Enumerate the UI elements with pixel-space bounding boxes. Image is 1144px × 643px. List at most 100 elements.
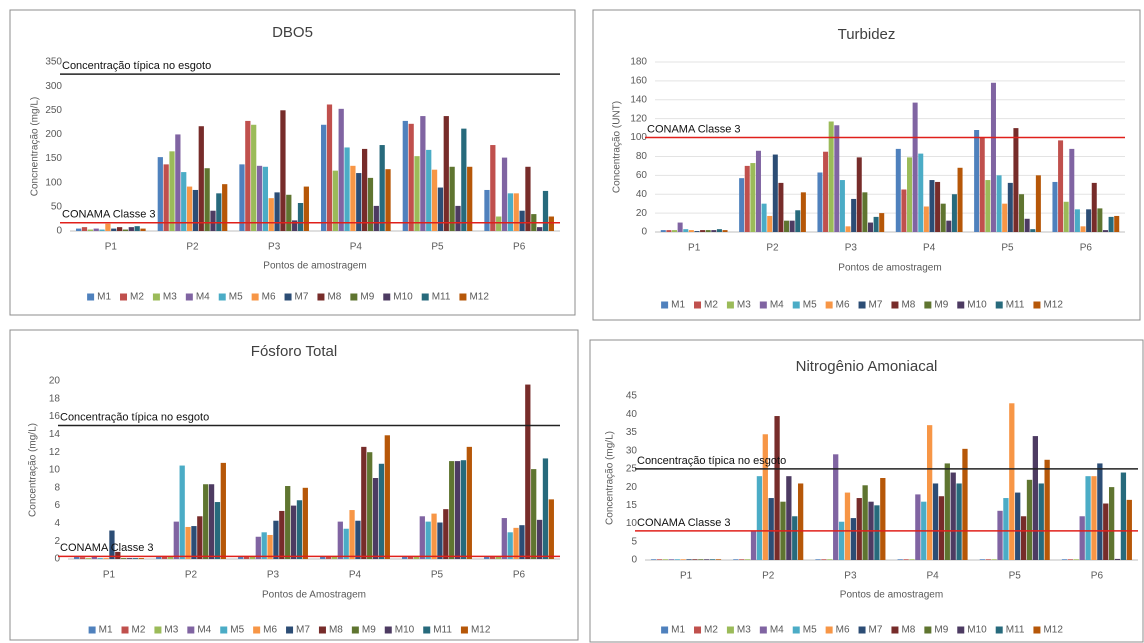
bar [850,518,857,560]
legend-label: M10 [967,625,987,636]
bar [662,559,669,560]
bar [874,505,880,560]
bar [238,556,244,559]
legend-label: M6 [836,300,850,311]
bar [694,231,700,232]
legend-label: M9 [362,625,376,636]
x-tick-label: P5 [1009,571,1022,582]
bar [467,166,473,231]
y-axis-title: Concentração (mg/L) [605,431,616,525]
legend-swatch [421,293,429,301]
legend-label: M10 [393,292,413,303]
bar [85,558,92,559]
legend-label: M5 [803,300,817,311]
bar [990,82,996,233]
bar [525,384,531,559]
bar [548,216,554,231]
bar [903,559,909,560]
bar [656,559,663,560]
bar [1069,148,1075,232]
bar [744,165,750,232]
bar [1019,194,1025,232]
bar [290,505,297,559]
legend-swatch [995,626,1003,634]
bar [951,194,957,232]
bar [161,556,168,559]
bar [985,559,991,560]
reference-label: CONAMA Classe 3 [60,542,154,554]
bar [1015,492,1021,560]
bar [279,510,285,559]
legend-label: M9 [360,292,374,303]
bar [1026,479,1033,560]
bar [909,559,915,560]
bar [991,559,997,560]
bar [1052,181,1058,232]
bar [332,170,338,231]
bar [767,215,773,232]
y-tick-label: 30 [626,445,638,456]
y-tick-label: 40 [626,409,638,420]
bar [431,513,437,559]
bar [739,559,745,560]
bar [297,202,304,231]
reference-label: CONAMA Classe 3 [637,517,731,529]
bar [74,556,80,559]
bar [774,416,780,560]
legend-label: M8 [329,625,343,636]
bar [420,116,426,231]
bar [867,222,873,232]
bar [792,516,798,560]
bar [660,230,666,232]
bar [249,556,256,559]
bar [1108,487,1115,560]
legend-swatch [891,301,899,309]
bar [715,559,722,560]
bar [519,210,525,231]
bar [326,104,333,231]
bar [762,434,768,560]
bar [111,228,117,231]
bar [437,187,444,231]
bar [756,476,763,560]
bar [821,559,827,560]
bar [443,116,449,231]
bar [1007,182,1013,232]
bar [437,522,443,559]
x-tick-label: P3 [844,571,857,582]
bar [1013,128,1019,232]
bar [686,559,692,560]
bar [157,157,163,231]
bar [733,559,739,560]
bar [536,519,543,559]
bar [1097,463,1103,560]
bar [501,157,508,231]
bar [929,180,935,232]
bar [844,492,851,560]
legend-swatch [187,626,195,634]
bar [367,452,373,559]
legend-label: M3 [737,300,751,311]
bar [786,476,792,560]
bar [862,485,868,560]
legend-swatch [383,293,391,301]
bar [784,220,790,232]
bar [116,227,123,231]
bar [385,169,391,231]
legend-swatch [154,626,162,634]
bar [320,556,326,559]
bar [1003,498,1009,560]
bar [711,230,717,232]
bar [186,186,193,231]
bar [1020,516,1027,560]
bar [115,551,121,559]
bar [449,461,455,559]
y-tick-label: 4 [54,518,60,529]
bar [828,121,834,232]
bar [122,229,129,231]
legend-label: M11 [433,625,452,636]
bar [134,226,140,231]
legend: M1 M2 M3 M4 M5 M6 M7 M8 M9 M10 M11 M12 [88,625,491,636]
bar [979,137,985,232]
bar [214,502,221,559]
